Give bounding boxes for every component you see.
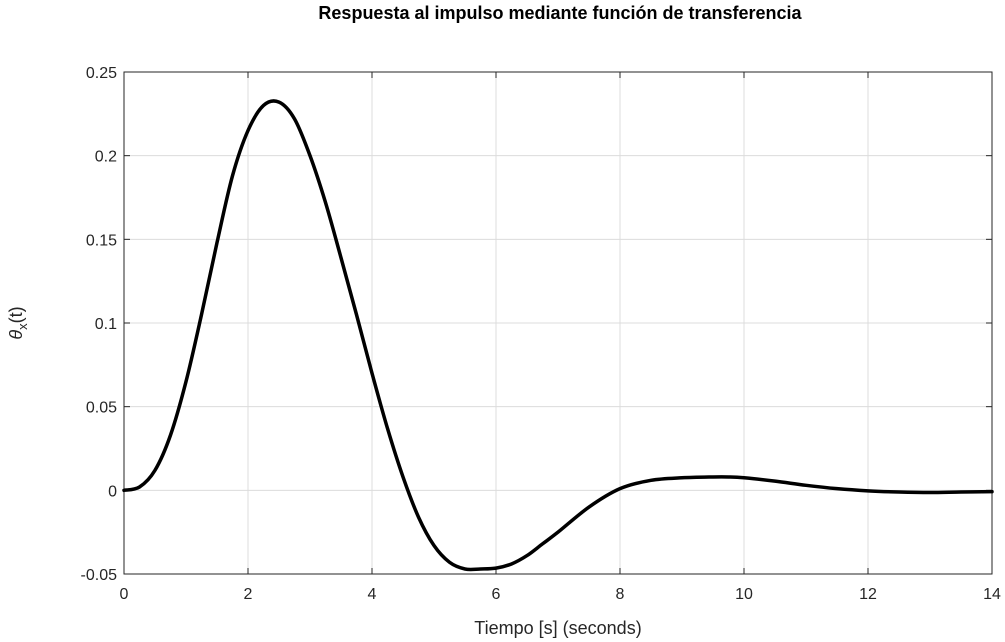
x-tick-label: 6 (492, 586, 501, 603)
y-tick-label: 0.25 (86, 65, 117, 82)
y-axis-label-symbol: θ (6, 330, 26, 340)
x-tick-label: 4 (368, 586, 377, 603)
y-tick-label: -0.05 (81, 567, 118, 584)
y-tick-label: 0.2 (95, 149, 117, 166)
x-tick-label: 10 (735, 586, 753, 603)
x-axis-label: Tiempo [s] (seconds) (474, 618, 641, 638)
y-tick-label: 0.1 (95, 316, 117, 333)
y-tick-label: 0.05 (86, 400, 117, 417)
series-line-0 (122, 99, 994, 572)
y-axis-label-subscript: x (15, 323, 30, 330)
x-tick-label: 12 (859, 586, 877, 603)
x-tick-label: 0 (120, 586, 129, 603)
x-tick-label: 2 (244, 586, 253, 603)
x-tick-label: 14 (983, 586, 1001, 603)
y-axis-label-suffix: (t) (6, 306, 26, 323)
x-tick-label: 8 (616, 586, 625, 603)
y-tick-label: 0.15 (86, 232, 117, 249)
chart-title: Respuesta al impulso mediante función de… (318, 3, 802, 23)
y-axis-label: θx(t) (6, 306, 30, 339)
series-layer (122, 99, 994, 572)
y-tick-label: 0 (108, 483, 117, 500)
